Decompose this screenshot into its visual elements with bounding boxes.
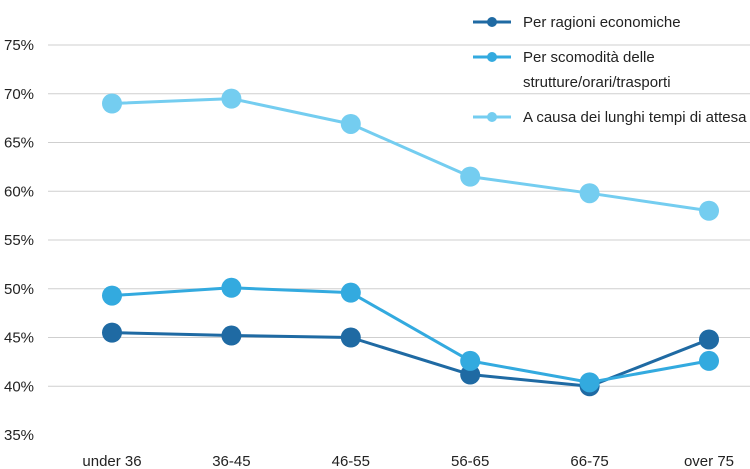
legend-marker [487, 52, 497, 62]
series-line [111, 286, 710, 384]
series-1 [102, 322, 719, 397]
legend-marker [487, 112, 497, 122]
y-tick-label: 55% [4, 232, 34, 249]
y-tick-label: 75% [4, 37, 34, 54]
series-2 [102, 277, 719, 393]
y-tick-label: 60% [4, 183, 34, 200]
y-axis-ticks: 35% 40% 45% 50% 55% 60% 65% 70% 75% [4, 37, 34, 444]
y-tick-label: 70% [4, 86, 34, 103]
series-3 [102, 88, 719, 221]
y-tick-label: 45% [4, 330, 34, 347]
y-tick-label: 35% [4, 427, 34, 444]
data-point [340, 282, 361, 303]
x-axis-ticks: under 36 36-45 46-55 56-65 66-75 over 75 [82, 453, 734, 469]
y-tick-label: 50% [4, 281, 34, 298]
x-tick-label: over 75 [684, 453, 734, 469]
series-lines [102, 88, 719, 397]
series-line [111, 97, 710, 213]
data-point [460, 350, 481, 371]
data-point [221, 88, 242, 109]
legend-item: Per ragioni economiche [473, 14, 681, 31]
x-tick-label: 36-45 [212, 453, 250, 469]
legend-item: Per scomodità delle strutture/orari/trasp… [473, 49, 671, 91]
data-point [340, 327, 361, 348]
x-tick-label: 46-55 [332, 453, 370, 469]
x-tick-label: 66-75 [570, 453, 608, 469]
data-point [699, 329, 719, 350]
data-point [699, 200, 719, 221]
data-point [102, 93, 122, 114]
data-point [579, 372, 600, 393]
data-point [221, 325, 242, 346]
legend: Per ragioni economiche Per scomodità dell… [473, 14, 747, 126]
legend-label: Per ragioni economiche [523, 14, 681, 31]
legend-marker [487, 17, 497, 27]
data-point [340, 113, 361, 134]
data-point [102, 285, 122, 306]
data-point [221, 277, 242, 298]
legend-label: Per scomodità delle [523, 49, 655, 66]
data-point [579, 183, 600, 204]
legend-label: strutture/orari/trasporti [523, 74, 671, 91]
x-tick-label: 56-65 [451, 453, 489, 469]
data-point [699, 350, 719, 371]
x-tick-label: under 36 [82, 453, 141, 469]
gridlines [48, 44, 750, 387]
data-point [102, 322, 122, 343]
data-point [460, 166, 481, 187]
legend-item: A causa dei lunghi tempi di attesa [473, 109, 747, 126]
legend-label: A causa dei lunghi tempi di attesa [523, 109, 747, 126]
y-tick-label: 65% [4, 135, 34, 152]
y-tick-label: 40% [4, 378, 34, 395]
